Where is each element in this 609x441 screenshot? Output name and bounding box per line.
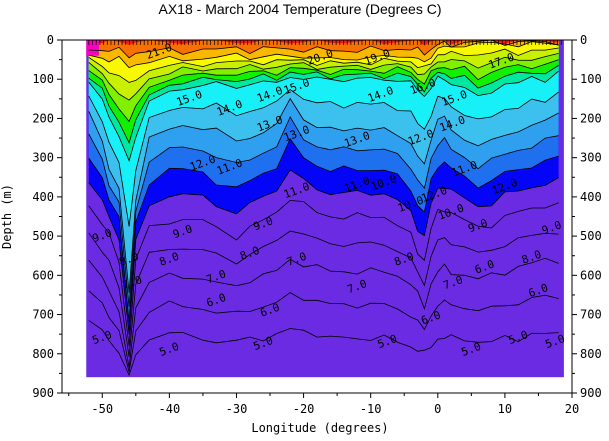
isotherm-11 xyxy=(88,137,559,323)
isotherm-14 xyxy=(88,88,559,227)
contour-label: 6.0 xyxy=(419,309,442,328)
isotherm-20 xyxy=(88,41,559,69)
y-tick-label-right: 800 xyxy=(580,347,602,361)
y-tick-label-left: 200 xyxy=(32,111,54,125)
isotherm-18 xyxy=(88,53,559,101)
y-tick-label-left: 900 xyxy=(32,386,54,400)
y-tick-label-left: 600 xyxy=(32,268,54,282)
y-tick-label-right: 500 xyxy=(580,229,602,243)
temperature-band-14 xyxy=(88,40,559,227)
contour-label: 7.0 xyxy=(205,267,228,286)
temperature-band-22 xyxy=(88,40,559,46)
y-tick-label-right: 100 xyxy=(580,72,602,86)
contour-label: 5.0 xyxy=(543,332,566,351)
x-tick-label: -40 xyxy=(159,402,181,416)
isotherm-9 xyxy=(88,199,559,347)
y-tick-label-left: 100 xyxy=(32,72,54,86)
contour-label: 6.0 xyxy=(258,301,281,320)
band-warm-patch xyxy=(86,40,99,56)
y-tick-label-right: 600 xyxy=(580,268,602,282)
contour-label: 8.0 xyxy=(520,248,543,267)
contour-label: 9.0 xyxy=(540,218,563,237)
isotherm-19 xyxy=(88,47,559,83)
x-tick-label: -20 xyxy=(293,402,315,416)
isotherm-16 xyxy=(88,65,559,144)
contour-label: 8.0 xyxy=(117,250,140,269)
west-mask xyxy=(62,40,87,393)
contour-label: 6.0 xyxy=(527,281,550,300)
temperature-band-21 xyxy=(88,40,559,58)
y-tick-label-left: 700 xyxy=(32,308,54,322)
contour-label: 9.0 xyxy=(252,214,275,233)
plot-area xyxy=(62,39,572,393)
y-tick-label-right: 300 xyxy=(580,151,602,165)
y-tick-label-left: 800 xyxy=(32,347,54,361)
contour-label: 5.0 xyxy=(158,340,181,359)
below-data-mask xyxy=(62,377,572,393)
contour-label: 7.0 xyxy=(346,277,369,296)
chart-title: AX18 - March 2004 Temperature (Degrees C… xyxy=(159,1,442,17)
x-axis-label: Longitude (degrees) xyxy=(251,421,388,435)
isotherm-21 xyxy=(88,39,559,59)
isotherm-10 xyxy=(88,169,559,335)
contour-label: 5.0 xyxy=(460,340,483,359)
contour-label: 5.0 xyxy=(91,328,114,347)
contour-label: 5.0 xyxy=(376,332,399,351)
isotherm-7 xyxy=(88,257,559,368)
x-tick-label: -30 xyxy=(226,402,248,416)
isotherm-12 xyxy=(88,116,559,307)
contour-label: 9.0 xyxy=(466,216,489,235)
x-tick-label: 20 xyxy=(565,402,579,416)
contour-label: 5.0 xyxy=(252,334,275,353)
contour-label: 8.0 xyxy=(158,250,181,269)
y-tick-label-right: 900 xyxy=(580,386,602,400)
y-tick-label-left: 500 xyxy=(32,229,54,243)
isotherm-17 xyxy=(88,59,559,123)
x-tick-label: -10 xyxy=(360,402,382,416)
isotherm-15 xyxy=(88,70,559,162)
y-axis-label: Depth (m) xyxy=(0,184,14,249)
y-tick-label-left: 300 xyxy=(32,151,54,165)
contour-label: 7.0 xyxy=(285,250,308,269)
y-tick-label-right: 200 xyxy=(580,111,602,125)
y-tick-label-left: 0 xyxy=(47,33,54,47)
isotherm-8 xyxy=(88,230,559,357)
y-tick-label-left: 400 xyxy=(32,190,54,204)
contour-label: 6.0 xyxy=(205,291,228,310)
contour-label: 9.0 xyxy=(171,222,194,241)
y-tick-label-right: 700 xyxy=(580,308,602,322)
isotherm-6 xyxy=(88,290,559,373)
contour-label: 7.0 xyxy=(121,273,144,292)
contour-label: 8.0 xyxy=(393,250,416,269)
x-tick-label: 10 xyxy=(498,402,512,416)
east-mask xyxy=(563,40,572,393)
isotherm-5 xyxy=(88,320,559,377)
contour-label: 7.0 xyxy=(441,273,464,292)
contour-label: 8.0 xyxy=(238,244,261,263)
y-tick-label-right: 400 xyxy=(580,190,602,204)
x-tick-label: 0 xyxy=(434,402,441,416)
y-tick-label-right: 0 xyxy=(580,33,587,47)
contour-label: 6.0 xyxy=(473,258,496,277)
contour-label: 9.0 xyxy=(91,226,114,245)
isotherm-13 xyxy=(88,97,559,293)
contour-label: 5.0 xyxy=(507,328,530,347)
x-tick-label: -50 xyxy=(91,402,113,416)
